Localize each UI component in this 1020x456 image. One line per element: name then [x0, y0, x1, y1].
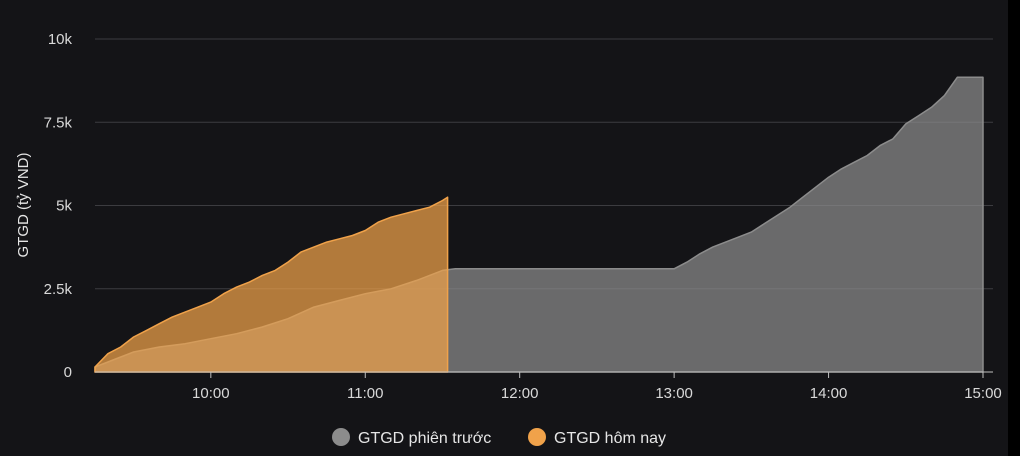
y-axis: 0 2.5k 5k 7.5k 10k	[44, 31, 73, 381]
x-axis: 10:00 11:00 12:00 13:00 14:00 15:00	[95, 371, 1002, 402]
window-edge	[1008, 0, 1020, 456]
x-tick-label: 13:00	[655, 385, 693, 402]
legend-label: GTGD hôm nay	[554, 430, 666, 447]
series-areas	[94, 76, 984, 373]
y-tick-label: 5k	[56, 198, 72, 215]
y-axis-title: GTGD (tỷ VND)	[15, 153, 32, 258]
series-area-today	[94, 196, 449, 373]
y-tick-label: 2.5k	[44, 281, 73, 298]
x-tick-label: 11:00	[347, 385, 383, 402]
x-tick-label: 14:00	[810, 385, 848, 402]
x-tick-label: 15:00	[964, 385, 1002, 402]
x-tick-label: 12:00	[501, 385, 539, 402]
legend-item-previous[interactable]: GTGD phiên trước	[332, 428, 491, 447]
y-tick-label: 0	[64, 364, 72, 381]
legend-label: GTGD phiên trước	[358, 430, 491, 447]
y-tick-label: 10k	[48, 31, 73, 48]
legend-swatch	[528, 428, 546, 446]
x-tick-label: 10:00	[192, 385, 230, 402]
legend-swatch	[332, 428, 350, 446]
legend-item-today[interactable]: GTGD hôm nay	[528, 428, 666, 447]
y-tick-label: 7.5k	[44, 114, 73, 131]
legend: GTGD phiên trước GTGD hôm nay	[332, 428, 666, 447]
